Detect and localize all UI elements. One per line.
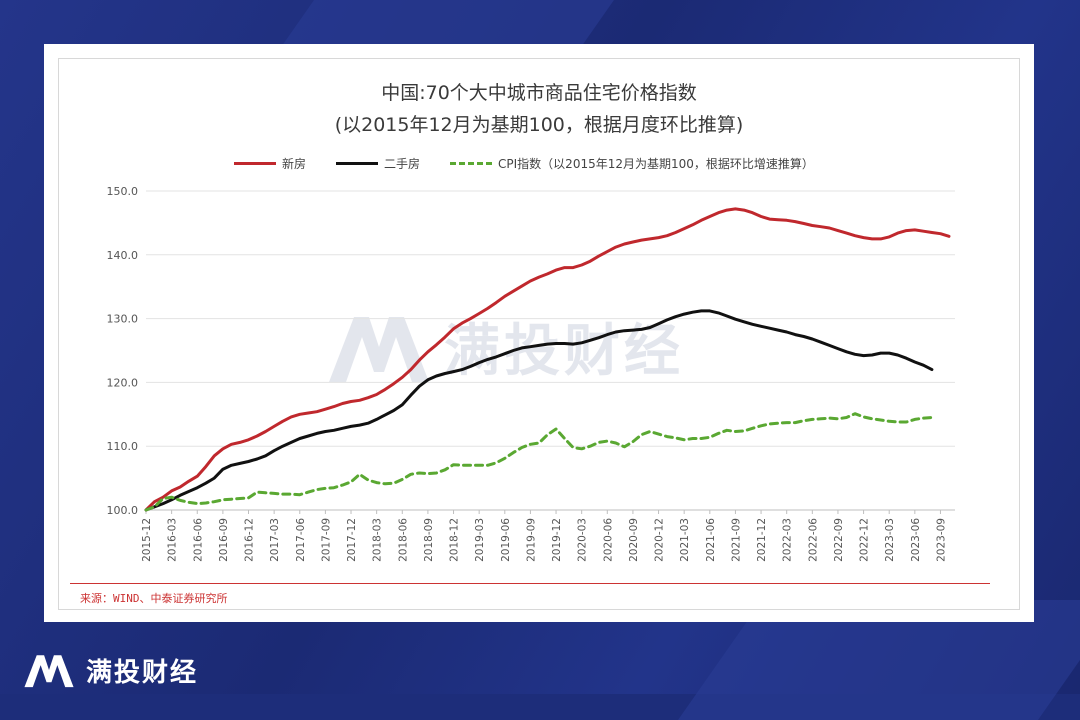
source-note: 来源：WIND、中泰证券研究所: [80, 592, 228, 605]
source-divider: [70, 583, 990, 584]
x-tick-label: 2018-06: [397, 518, 409, 562]
x-tick-label: 2020-06: [602, 518, 614, 562]
x-tick-label: 2020-03: [577, 518, 589, 562]
legend-item-new-house: 新房: [234, 155, 306, 172]
y-tick-label: 100.0: [107, 504, 139, 517]
x-tick-label: 2021-06: [705, 518, 717, 562]
legend: 新房 二手房 CPI指数（以2015年12月为基期100，根据环比增速推算）: [234, 152, 844, 174]
series-line-0: [144, 207, 951, 512]
legend-label: 新房: [282, 156, 307, 171]
x-tick-label: 2022-06: [807, 518, 819, 562]
x-tick-label: 2018-03: [372, 518, 384, 562]
series-line-2: [144, 412, 934, 512]
x-tick-label: 2021-09: [730, 518, 742, 562]
x-tick-label: 2019-09: [525, 518, 537, 562]
watermark-logo-icon: [329, 316, 429, 382]
x-tick-label: 2017-06: [295, 518, 307, 562]
x-tick-label: 2016-09: [218, 518, 230, 562]
x-tick-label: 2018-09: [423, 518, 435, 562]
legend-label: CPI指数（以2015年12月为基期100，根据环比增速推算）: [498, 156, 814, 171]
y-tick-label: 140.0: [107, 249, 139, 262]
legend-item-cpi: CPI指数（以2015年12月为基期100，根据环比增速推算）: [450, 155, 814, 172]
legend-swatch: [234, 161, 276, 165]
x-tick-label: 2022-12: [859, 518, 871, 562]
x-tick-label: 2015-12: [141, 518, 153, 562]
x-tick-label: 2020-12: [654, 518, 666, 562]
x-tick-label: 2022-03: [782, 518, 794, 562]
chart-subtitle: (以2015年12月为基期100，根据月度环比推算): [334, 114, 744, 136]
footer-brand-text: 满投财经: [86, 657, 199, 688]
legend-item-second-hand: 二手房: [336, 155, 420, 172]
x-tick-label: 2016-03: [167, 518, 179, 562]
y-tick-label: 150.0: [107, 185, 139, 198]
x-tick-label: 2017-12: [346, 518, 358, 562]
x-tick-label: 2023-09: [935, 518, 947, 562]
x-tick-label: 2021-12: [756, 518, 768, 562]
x-tick-label: 2016-06: [192, 518, 204, 562]
x-tick-label: 2019-03: [474, 518, 486, 562]
y-tick-label: 120.0: [107, 376, 139, 389]
y-tick-label: 110.0: [107, 440, 139, 453]
x-tick-label: 2018-12: [449, 518, 461, 562]
legend-swatch: [450, 161, 493, 165]
chart-title: 中国:70个大中城市商品住宅价格指数: [381, 82, 697, 104]
legend-swatch: [336, 161, 379, 165]
x-tick-label: 2020-09: [628, 518, 640, 562]
brand-logo-icon: [24, 655, 74, 688]
series-line-1: [144, 309, 934, 512]
x-tick-label: 2017-03: [269, 518, 281, 562]
legend-label: 二手房: [384, 156, 421, 171]
x-tick-label: 2019-06: [500, 518, 512, 562]
x-tick-label: 2021-03: [679, 518, 691, 562]
x-tick-label: 2016-12: [244, 518, 256, 562]
x-tick-label: 2022-09: [833, 518, 845, 562]
y-tick-label: 130.0: [107, 313, 139, 326]
chart-frame: [58, 58, 1020, 610]
footer-brand: 满投财经: [22, 650, 198, 690]
x-tick-label: 2019-12: [551, 518, 563, 562]
x-tick-label: 2017-09: [320, 518, 332, 562]
x-tick-label: 2023-03: [884, 518, 896, 562]
line-chart: 100.0 110.0 120.0 130.0 140.0 150.0 2015-12 201…: [107, 185, 955, 562]
chart-card: 中国:70个大中城市商品住宅价格指数 (以2015年12月为基期100，根据月度…: [44, 44, 1034, 622]
x-tick-label: 2023-06: [910, 518, 922, 562]
